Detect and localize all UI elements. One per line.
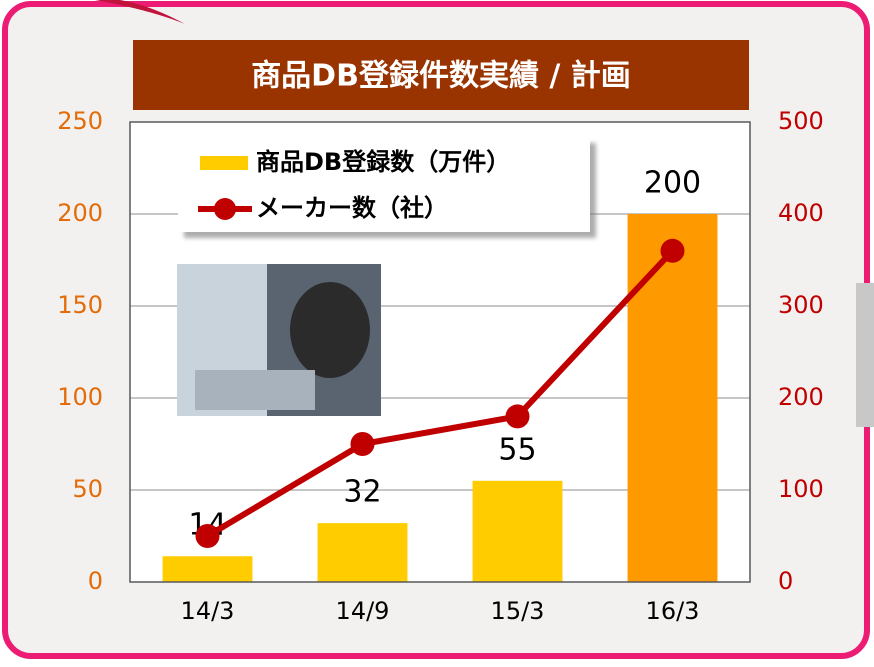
bar <box>162 556 253 582</box>
y-tick-label: 150 <box>57 291 103 319</box>
x-tick-label: 14/3 <box>181 597 235 625</box>
legend-label: 商品DB登録数（万件） <box>256 148 510 176</box>
y-tick-label: 200 <box>57 199 103 227</box>
y2-tick-label: 100 <box>778 475 824 503</box>
x-tick-label: 14/9 <box>336 597 390 625</box>
x-tick-label: 16/3 <box>646 597 700 625</box>
chart-title: 商品DB登録件数実績 / 計画 <box>251 59 631 94</box>
data-label: 200 <box>644 166 701 201</box>
y-tick-label: 50 <box>72 475 103 503</box>
data-label: 55 <box>498 432 536 467</box>
legend-marker <box>214 198 236 220</box>
line-marker <box>195 524 220 548</box>
y-tick-label: 0 <box>88 567 103 595</box>
legend-box <box>178 137 590 232</box>
photo-keyboard <box>195 370 315 410</box>
legend-swatch <box>200 156 248 170</box>
title-bar <box>133 40 749 110</box>
y-tick-label: 250 <box>57 107 103 135</box>
y2-tick-label: 0 <box>778 567 793 595</box>
side-tab <box>856 283 874 427</box>
y2-tick-label: 400 <box>778 199 824 227</box>
legend: 商品DB登録数（万件） メーカー数（社） <box>178 137 590 232</box>
bar <box>627 214 718 582</box>
line-marker <box>350 432 375 456</box>
data-label: 32 <box>343 475 381 510</box>
x-tick-label: 15/3 <box>491 597 545 625</box>
bar <box>472 480 563 582</box>
legend-label: メーカー数（社） <box>256 194 448 222</box>
marks: 143255200 <box>162 166 718 582</box>
y2-tick-label: 500 <box>778 107 824 135</box>
plot-border <box>129 121 751 583</box>
y2-tick-label: 300 <box>778 291 824 319</box>
line <box>205 248 675 539</box>
decoration <box>95 0 185 24</box>
y2-tick-label: 200 <box>778 383 824 411</box>
line-marker <box>505 404 530 429</box>
line-marker <box>660 238 685 263</box>
y-tick-label: 100 <box>57 383 103 411</box>
bar <box>317 523 408 582</box>
photo-person <box>290 282 370 378</box>
